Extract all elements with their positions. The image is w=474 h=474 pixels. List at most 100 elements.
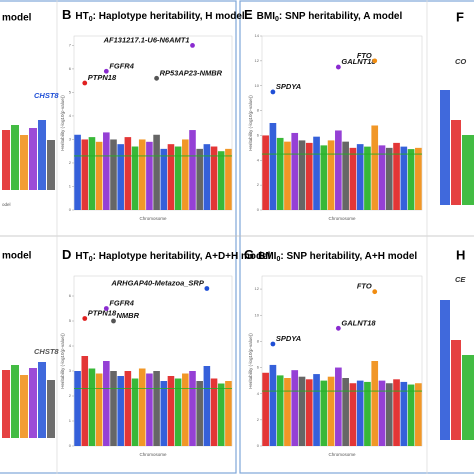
chromosome-cloud: [284, 378, 291, 446]
panel-letter: G: [244, 247, 254, 262]
chromosome-cloud: [88, 368, 96, 446]
chromosome-cloud: [327, 140, 335, 210]
chromosome-cloud: [342, 378, 349, 446]
chromosome-cloud: [262, 372, 269, 446]
chromosome-cloud: [225, 381, 232, 446]
chromosome-cloud: [225, 148, 232, 210]
y-tick-label: 8: [257, 338, 260, 343]
y-tick-label: 4: [257, 157, 260, 162]
title-main: HT: [75, 251, 88, 262]
chromosome-cloud: [189, 130, 196, 210]
peak-point: [154, 75, 159, 81]
gene-label: FTO: [357, 51, 372, 60]
peak-point: [204, 286, 210, 291]
title-main: BMI: [258, 251, 277, 262]
y-tick-label: 2: [69, 160, 72, 165]
gene-label: AF131217.1-U6-N6AMT1: [103, 35, 190, 44]
chromosome-cloud: [138, 139, 146, 210]
panel-letter: E: [244, 7, 253, 22]
cloud: [29, 368, 37, 438]
chromosome-cloud: [407, 384, 415, 446]
chromosome-cloud: [356, 380, 364, 446]
chromosome-cloud: [103, 361, 110, 446]
chromosome-cloud: [305, 379, 313, 446]
chromosome-cloud: [284, 141, 291, 210]
cloud: [29, 128, 37, 190]
chromosome-cloud: [117, 376, 124, 446]
left-frame: [0, 0, 237, 474]
panel-letter: F: [456, 9, 464, 24]
y-tick-label: 0: [257, 207, 260, 212]
chromosome-cloud: [342, 141, 349, 210]
y-tick-label: 2: [257, 417, 260, 422]
y-tick-label: 12: [255, 286, 260, 291]
chromosome-cloud: [335, 367, 342, 446]
cloud: [2, 370, 10, 438]
chromosome-cloud: [349, 383, 357, 446]
chromosome-cloud: [189, 371, 196, 446]
chromosome-cloud: [298, 376, 306, 446]
y-tick-label: 14: [255, 33, 260, 38]
chromosome-cloud: [74, 371, 81, 446]
chromosome-cloud: [95, 141, 103, 210]
chromosome-cloud: [356, 144, 364, 210]
chromosome-cloud: [400, 146, 408, 210]
gene-label: RP53AP23-NMBR: [160, 68, 223, 77]
panel-title: D HT0: Haplotype heritability, A+D+H mode…: [62, 247, 271, 262]
cloud: [11, 125, 19, 190]
y-tick-label: 12: [255, 58, 260, 63]
gene-label: ARHGAP40-Metazoa_SRP: [110, 278, 205, 287]
y-tick-label: 5: [69, 89, 72, 94]
manhattan-panel: B HT0: Haplotype heritability, H model012…: [60, 7, 245, 221]
panel-letter: B: [62, 7, 71, 22]
y-tick-label: 10: [255, 83, 260, 88]
gene-label: CE: [455, 275, 466, 284]
y-tick-label: 1: [69, 184, 72, 189]
chromosome-cloud: [415, 383, 422, 446]
y-tick-label: 3: [69, 137, 72, 142]
axis-fragment: odel: [2, 202, 11, 207]
peak-point: [103, 306, 109, 311]
gene-label: CHST8: [34, 91, 59, 100]
chromosome-cloud: [167, 144, 175, 210]
cloud: [38, 362, 46, 438]
cloud: [20, 375, 28, 438]
partial-panel-h: H CE: [440, 247, 474, 440]
chromosome-cloud: [110, 139, 117, 210]
chromosome-cloud: [217, 383, 225, 446]
chromosome-cloud: [210, 146, 218, 210]
cloud: [38, 120, 46, 190]
gene-label: CHST8: [34, 347, 59, 356]
chromosome-cloud: [291, 370, 299, 446]
title-sub: 0: [275, 16, 279, 23]
panel-letter: D: [62, 247, 71, 262]
cloud: [451, 120, 461, 205]
cloud: [462, 355, 474, 440]
cloud: [20, 135, 28, 190]
y-tick-label: 4: [69, 113, 72, 118]
gene-label: FTO: [357, 282, 372, 291]
y-tick-label: 6: [69, 293, 72, 298]
chromosome-cloud: [371, 361, 379, 446]
chromosome-cloud: [320, 145, 328, 210]
peak-point: [335, 325, 341, 331]
chromosome-cloud: [196, 381, 203, 446]
right-frame: [239, 0, 474, 474]
y-axis-label: Heritability (-log10(p-value)): [248, 95, 253, 151]
chromosome-cloud: [313, 136, 320, 210]
chromosome-cloud: [174, 378, 182, 446]
chromosome-cloud: [378, 145, 386, 210]
chromosome-cloud: [371, 125, 379, 210]
panel-letter: H: [456, 247, 465, 262]
y-tick-label: 2: [257, 182, 260, 187]
y-tick-label: 7: [69, 42, 72, 47]
y-axis-label: Heritability (-log10(p-value)): [60, 95, 65, 151]
y-tick-label: 2: [69, 393, 72, 398]
chromosome-cloud: [182, 373, 189, 446]
chromosome-cloud: [174, 146, 182, 210]
title-sub: 0: [89, 256, 93, 263]
cloud: [47, 380, 55, 438]
chromosome-cloud: [400, 381, 408, 446]
y-tick-label: 0: [257, 443, 260, 448]
x-axis-label: Chromosome: [328, 216, 356, 221]
